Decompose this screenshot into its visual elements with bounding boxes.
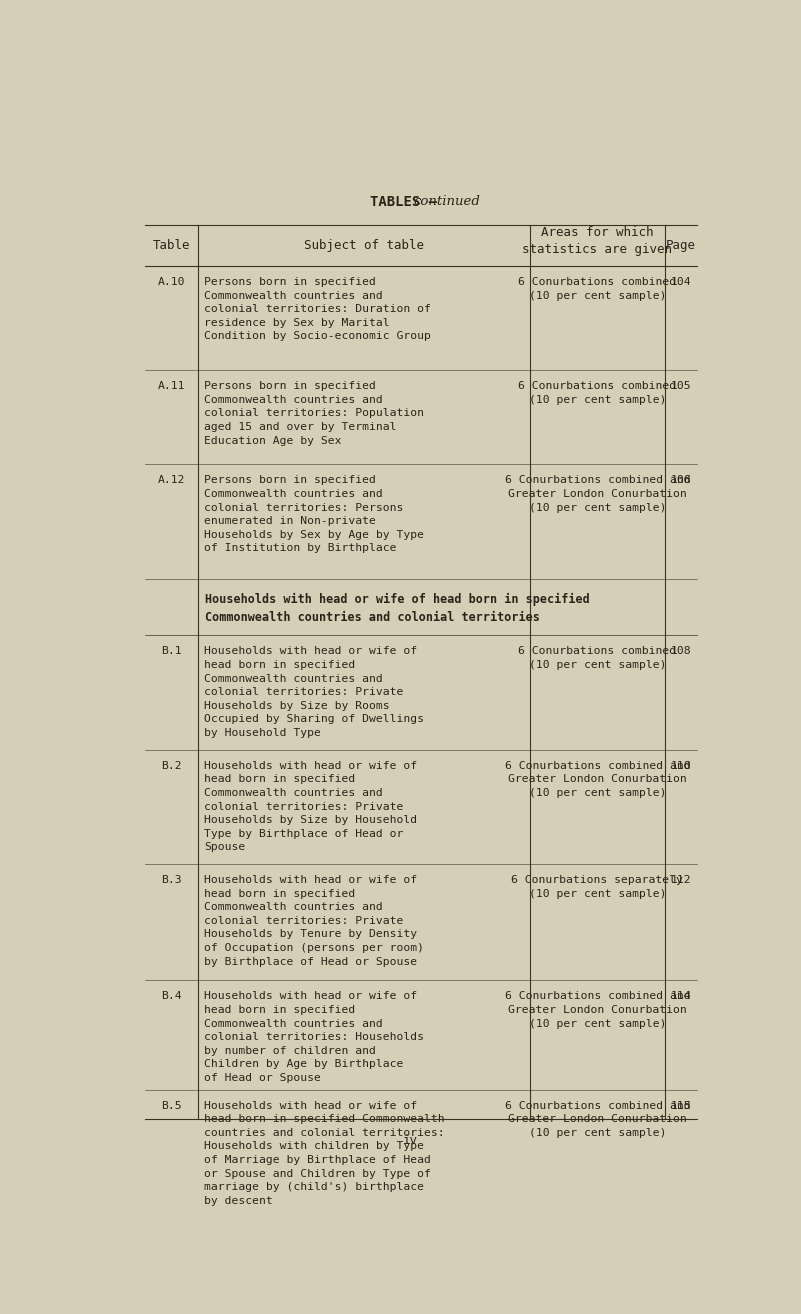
Text: Persons born in specified
Commonwealth countries and
colonial territories: Popul: Persons born in specified Commonwealth c… [203,381,424,445]
Text: A.10: A.10 [158,277,185,286]
Text: iv: iv [403,1134,418,1147]
Text: B.3: B.3 [161,875,182,886]
Text: 6 Conurbations combined
(10 per cent sample): 6 Conurbations combined (10 per cent sam… [518,381,676,405]
Text: Households with head or wife of
head born in specified Commonwealth
countries an: Households with head or wife of head bor… [203,1101,445,1206]
Text: 6 Conurbations combined and
Greater London Conurbation
(10 per cent sample): 6 Conurbations combined and Greater Lond… [505,476,690,512]
Text: Subject of table: Subject of table [304,239,424,252]
Text: 114: 114 [671,991,691,1001]
Text: 106: 106 [671,476,691,485]
Text: 115: 115 [671,1101,691,1110]
Text: B.4: B.4 [161,991,182,1001]
Text: Households with head or wife of
head born in specified
Commonwealth countries an: Households with head or wife of head bor… [203,646,424,738]
Text: continued: continued [413,194,480,208]
Text: 6 Conurbations separately
(10 per cent sample): 6 Conurbations separately (10 per cent s… [511,875,683,899]
Text: B.5: B.5 [161,1101,182,1110]
Text: 110: 110 [671,761,691,771]
Text: 105: 105 [671,381,691,392]
Text: 6 Conurbations combined
(10 per cent sample): 6 Conurbations combined (10 per cent sam… [518,646,676,670]
Text: 6 Conurbations combined and
Greater London Conurbation
(10 per cent sample): 6 Conurbations combined and Greater Lond… [505,991,690,1029]
Text: 6 Conurbations combined
(10 per cent sample): 6 Conurbations combined (10 per cent sam… [518,277,676,301]
Text: Households with head or wife of
head born in specified
Commonwealth countries an: Households with head or wife of head bor… [203,761,417,853]
Text: Page: Page [666,239,696,252]
Text: Table: Table [152,239,190,252]
Text: Areas for which
statistics are given: Areas for which statistics are given [522,226,672,256]
Text: 104: 104 [671,277,691,286]
Text: 108: 108 [671,646,691,657]
Text: Persons born in specified
Commonwealth countries and
colonial territories: Perso: Persons born in specified Commonwealth c… [203,476,424,553]
Text: B.2: B.2 [161,761,182,771]
Text: Households with head or wife of
head born in specified
Commonwealth countries an: Households with head or wife of head bor… [203,991,424,1083]
Text: Households with head or wife of
head born in specified
Commonwealth countries an: Households with head or wife of head bor… [203,875,424,967]
Text: 112: 112 [671,875,691,886]
Text: B.1: B.1 [161,646,182,657]
Text: Households with head or wife of head born in specified
Commonwealth countries an: Households with head or wife of head bor… [205,593,590,624]
Text: A.12: A.12 [158,476,185,485]
Text: Persons born in specified
Commonwealth countries and
colonial territories: Durat: Persons born in specified Commonwealth c… [203,277,431,342]
Text: 6 Conurbations combined and
Greater London Conurbation
(10 per cent sample): 6 Conurbations combined and Greater Lond… [505,761,690,798]
Text: TABLES –: TABLES – [370,194,437,209]
Text: 6 Conurbations combined and
Greater London Conurbation
(10 per cent sample): 6 Conurbations combined and Greater Lond… [505,1101,690,1138]
Text: A.11: A.11 [158,381,185,392]
